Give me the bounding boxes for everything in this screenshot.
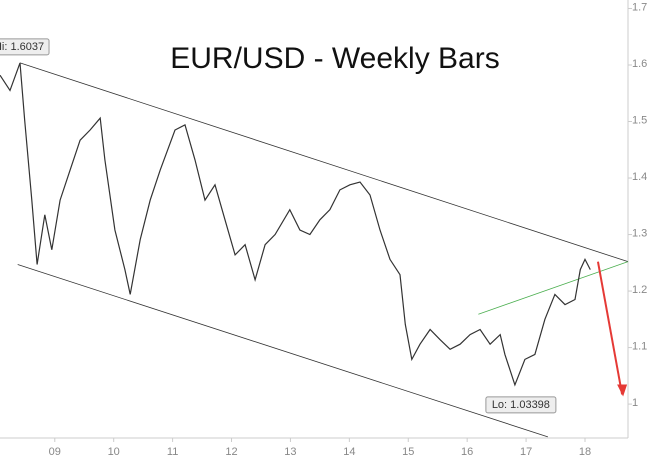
y-tick-label: 1.4: [632, 171, 647, 183]
x-tick-label: 14: [343, 446, 355, 458]
annotation-label: Hi: 1.6037: [0, 41, 44, 53]
x-tick-label: 11: [167, 446, 178, 458]
x-tick-label: 17: [520, 446, 532, 458]
y-tick-label: 1.2: [632, 284, 647, 296]
y-tick-label: 1.3: [632, 227, 647, 239]
y-tick-label: 1.6: [632, 58, 647, 70]
trend-line: [478, 261, 629, 315]
x-tick-label: 15: [402, 446, 414, 458]
y-tick-label: 1: [632, 397, 638, 409]
chart-title: EUR/USD - Weekly Bars: [170, 42, 500, 75]
x-tick-label: 12: [225, 446, 237, 458]
trend-line: [17, 264, 549, 438]
price-line: [0, 62, 591, 387]
y-tick-label: 1.5: [632, 114, 647, 126]
x-tick-label: 16: [461, 446, 473, 458]
annotation-box: [0, 38, 50, 56]
trend-line: [19, 62, 629, 263]
x-tick-label: 10: [108, 446, 120, 458]
x-tick-label: 18: [579, 446, 591, 458]
annotation-label: Lo: 1.03398: [492, 399, 550, 411]
y-tick-label: 1.7: [632, 1, 647, 13]
y-tick-label: 1.1: [632, 340, 647, 352]
arrow-head: [617, 384, 628, 397]
trend-line: [596, 261, 624, 395]
x-tick-label: 09: [49, 446, 61, 458]
x-tick-label: 13: [284, 446, 296, 458]
annotation-box: [485, 396, 557, 414]
